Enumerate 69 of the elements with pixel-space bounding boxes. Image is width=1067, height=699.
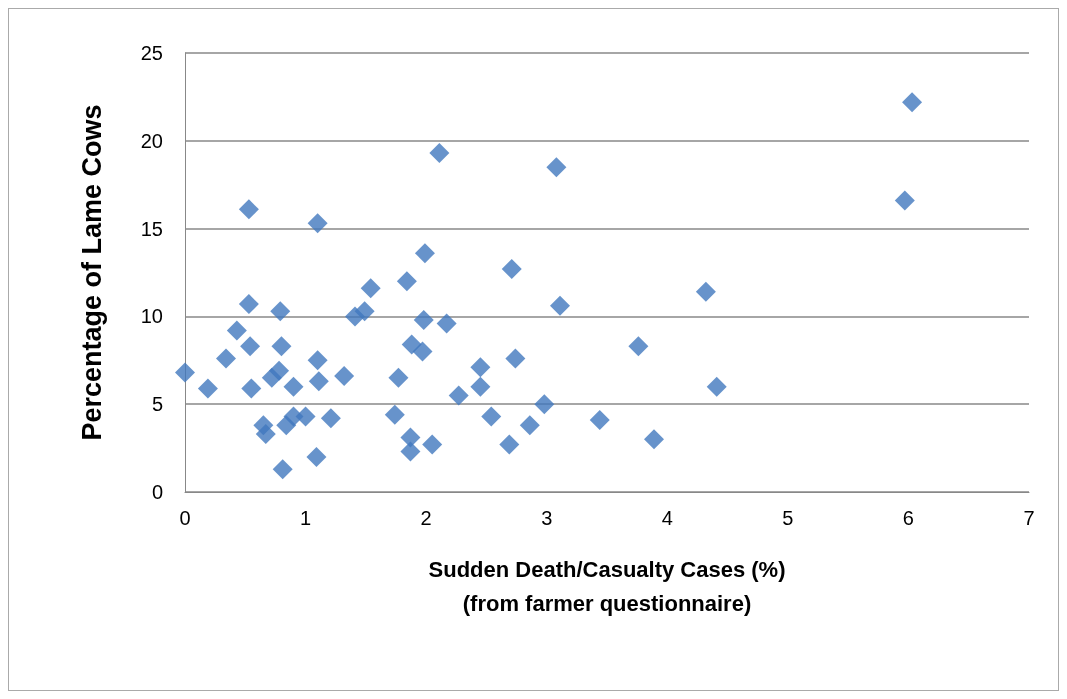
point xyxy=(706,376,727,397)
point xyxy=(320,408,341,429)
point xyxy=(505,348,526,369)
point xyxy=(334,366,355,387)
x-tick-label: 2 xyxy=(420,507,432,529)
point xyxy=(269,360,290,381)
point xyxy=(308,371,329,392)
point xyxy=(295,406,316,427)
point xyxy=(238,199,259,220)
point xyxy=(354,301,375,322)
point xyxy=(546,157,567,178)
point xyxy=(413,309,434,330)
point xyxy=(628,336,649,357)
point xyxy=(226,320,247,341)
point xyxy=(360,278,381,299)
point xyxy=(429,143,450,164)
y-tick-label: 0 xyxy=(151,481,163,503)
x-tick-label: 7 xyxy=(1023,507,1035,529)
y-tick-label: 25 xyxy=(140,42,163,64)
point xyxy=(241,378,262,399)
x-axis-title: Sudden Death/Casualty Cases (%) (from farmer questionnaire) xyxy=(428,556,786,616)
y-tick-label: 10 xyxy=(140,305,163,328)
point xyxy=(238,294,259,315)
point xyxy=(283,376,304,397)
point xyxy=(470,357,491,378)
point xyxy=(388,367,409,388)
point xyxy=(270,301,291,322)
point xyxy=(695,281,716,302)
point xyxy=(519,415,540,436)
point xyxy=(534,394,555,415)
point xyxy=(396,271,417,292)
point xyxy=(215,348,236,369)
point xyxy=(272,459,293,480)
point xyxy=(414,243,435,264)
point xyxy=(448,385,469,406)
point xyxy=(501,258,522,279)
x-tick-label: 3 xyxy=(541,507,553,529)
point xyxy=(255,424,276,445)
y-tick-label: 5 xyxy=(151,393,163,416)
point xyxy=(400,427,421,448)
point xyxy=(307,213,328,234)
x-tick-label: 1 xyxy=(300,507,312,529)
point xyxy=(384,404,405,425)
point xyxy=(436,313,457,334)
point xyxy=(481,406,502,427)
point xyxy=(549,295,570,316)
x-tick-label: 5 xyxy=(782,507,794,529)
point xyxy=(197,378,218,399)
point xyxy=(307,350,328,371)
point xyxy=(175,362,195,383)
point xyxy=(401,334,422,355)
x-tick-label: 4 xyxy=(661,507,673,529)
point xyxy=(902,92,923,113)
point xyxy=(422,434,443,455)
point xyxy=(240,336,261,357)
y-tick-label: 20 xyxy=(140,129,163,152)
point xyxy=(470,376,491,397)
point xyxy=(644,429,665,450)
x-tick-label: 6 xyxy=(902,507,914,529)
point xyxy=(589,410,610,430)
point xyxy=(894,190,915,211)
point xyxy=(306,446,327,467)
point xyxy=(499,434,520,455)
y-tick-label: 15 xyxy=(140,217,163,240)
point xyxy=(412,341,433,362)
point xyxy=(400,441,421,462)
x-tick-label: 0 xyxy=(179,507,191,529)
y-axis-title: Percentage of Lame Cows xyxy=(76,104,107,441)
point xyxy=(271,336,292,357)
